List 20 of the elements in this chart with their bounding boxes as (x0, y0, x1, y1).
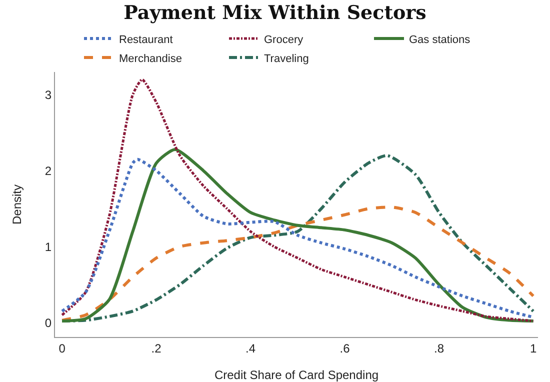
y-tick-label: 3 (44, 88, 52, 102)
legend-label: Traveling (264, 52, 309, 65)
y-axis-title: Density (10, 184, 24, 225)
x-axis-title: Credit Share of Card Spending (214, 368, 379, 382)
x-tick-label: 0 (58, 341, 66, 356)
x-tick-label: 1 (530, 341, 537, 356)
y-tick-label: 2 (44, 164, 52, 178)
y-tick-label: 0 (44, 316, 52, 330)
line-series (60, 206, 535, 322)
x-tick-label: .2 (151, 341, 162, 356)
x-tick-label: .6 (340, 341, 350, 356)
legend-label: Restaurant (119, 34, 173, 46)
x-tick-label: .4 (246, 341, 256, 356)
x-tick-label: .8 (434, 341, 444, 356)
legend-label: Grocery (264, 34, 304, 46)
legend-label: Merchandise (119, 52, 182, 65)
legend-label: Gas stations (409, 34, 471, 46)
chart-title: Payment Mix Within Sectors (124, 2, 426, 24)
line-series (60, 78, 535, 322)
y-tick-label: 1 (44, 240, 52, 254)
